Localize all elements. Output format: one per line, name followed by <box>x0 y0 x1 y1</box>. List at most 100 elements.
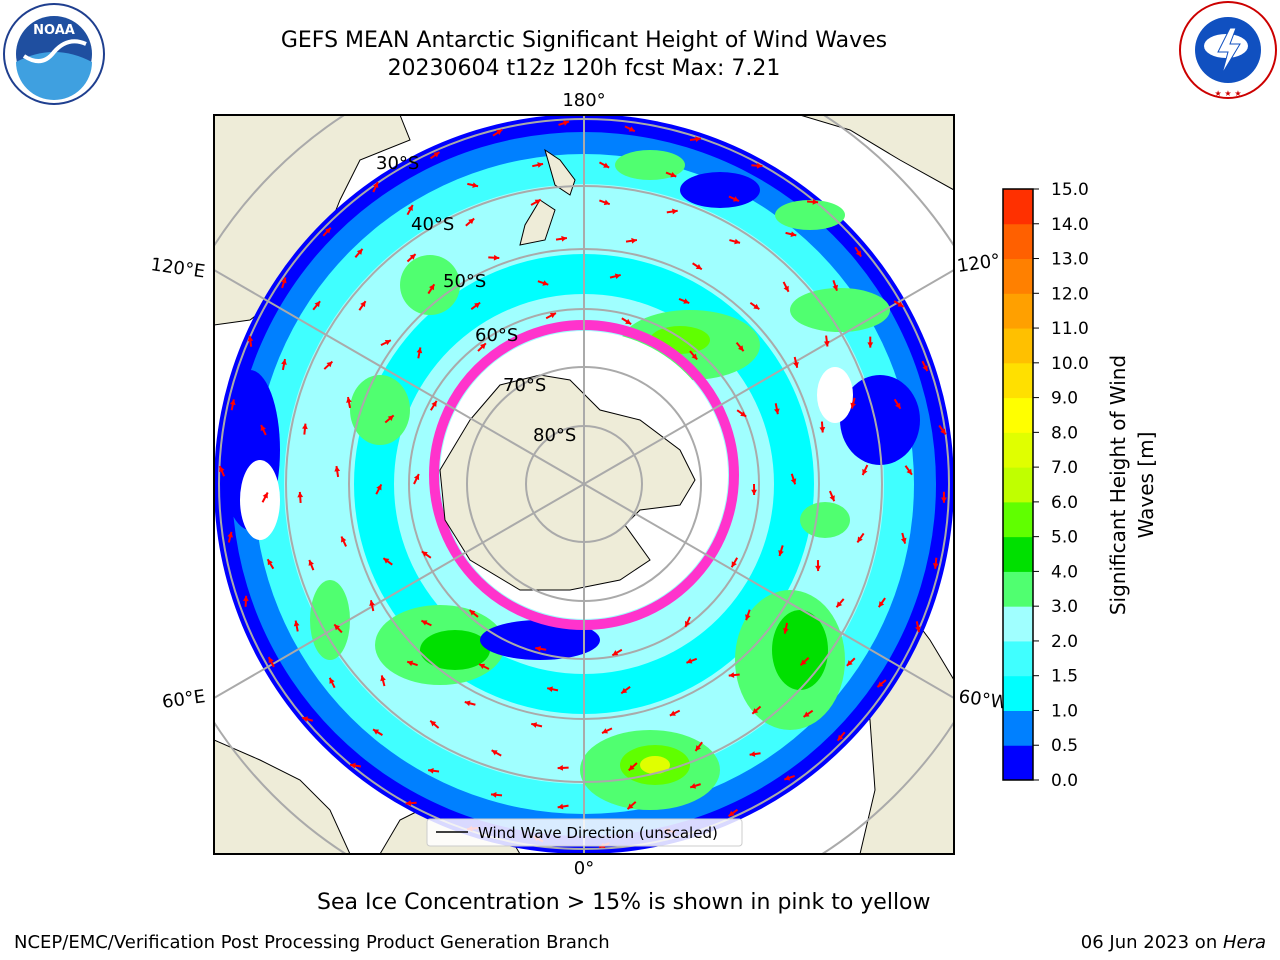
colorbar-tick-label: 1.5 <box>1051 667 1078 687</box>
lon-label-0: 0° <box>574 858 594 879</box>
wind-arrow-head <box>293 620 300 627</box>
colorbar-tick-label: 6.0 <box>1051 493 1078 513</box>
wind-arrow-head <box>815 565 821 572</box>
colorbar-segment <box>1003 536 1033 572</box>
wind-arrow-head <box>790 231 797 237</box>
wind-arrow-head <box>803 711 810 717</box>
wind-arrow-head <box>686 658 693 664</box>
wind-arrow-head <box>360 301 366 308</box>
colorbar-tick-label: 9.0 <box>1051 389 1078 409</box>
colorbar-segment <box>1003 467 1033 503</box>
wind-arrow-head <box>405 800 412 806</box>
map-title: GEFS MEAN Antarctic Significant Height o… <box>280 28 888 53</box>
wind-arrow-head <box>751 489 757 495</box>
wind-arrow-head <box>631 237 637 244</box>
wind-arrow-head <box>537 162 544 168</box>
wind-arrow-head <box>695 745 701 752</box>
wind-arrow-head <box>625 318 632 325</box>
wind-arrow-head <box>373 729 380 735</box>
wind-arrow-head <box>383 558 390 564</box>
wind-arrow-head <box>783 285 789 292</box>
wind-arrow-head <box>281 359 287 365</box>
colorbar-tick-label: 7.0 <box>1051 458 1078 478</box>
sea-ice-caption: Sea Ice Concentration > 15% is shown in … <box>317 890 931 915</box>
wind-arrow-head <box>474 302 481 309</box>
wind-arrow-head <box>628 126 635 132</box>
legend-label: Wind Wave Direction (unscaled) <box>478 824 718 842</box>
wind-arrow-head <box>756 162 763 169</box>
colorbar-segment <box>1003 745 1033 781</box>
wind-arrow-head <box>334 624 341 631</box>
wind-arrow-head <box>334 466 341 472</box>
nws-logo: ★ ★ ★ <box>1179 1 1277 99</box>
wind-arrow-head <box>900 537 907 544</box>
lon-label-60e: 60°E <box>161 686 207 713</box>
wind-arrow-head <box>491 750 498 756</box>
wind-arrow-head <box>819 427 826 433</box>
wind-arrow-head <box>407 205 413 212</box>
antarctica-landmass <box>439 374 696 591</box>
lat-label-30s: 30°S <box>376 153 419 174</box>
colorbar-segment <box>1003 571 1033 607</box>
colorbar-tick-label: 2.0 <box>1051 632 1078 652</box>
wind-arrow-head <box>602 728 608 734</box>
wind-arrow-head <box>429 284 435 291</box>
wind-arrow-head <box>684 620 691 627</box>
wind-arrow-head <box>862 469 868 476</box>
wind-arrow-head <box>531 722 538 728</box>
wind-arrow-head <box>627 803 634 810</box>
wind-arrow-head <box>493 254 500 261</box>
colorbar-segment <box>1003 640 1033 677</box>
wind-arrow-head <box>732 196 739 202</box>
wind-arrow-head <box>563 120 569 126</box>
colorbar-tick-label: 12.0 <box>1051 284 1089 304</box>
map-legend: Wind Wave Direction (unscaled) <box>426 818 743 847</box>
wind-arrow-head <box>941 497 947 503</box>
footer-left: NCEP/EMC/Verification Post Processing Pr… <box>14 932 610 953</box>
colorbar-tick-label: 0.5 <box>1051 736 1078 756</box>
footer-host: Hera <box>1222 932 1266 953</box>
colorbar-tick-label: 8.0 <box>1051 423 1078 443</box>
wind-arrow-head <box>855 250 862 257</box>
wind-arrow-head <box>829 495 835 502</box>
colorbar-segment <box>1003 501 1033 538</box>
wind-arrow-head <box>793 361 799 368</box>
wind-arrow-head <box>491 792 497 798</box>
wind-arrow-head <box>433 152 440 158</box>
wind-arrow-head <box>430 720 437 727</box>
wind-arrow-head <box>376 484 382 491</box>
wind-arrow-head <box>472 182 479 188</box>
wind-arrow-head <box>740 411 747 417</box>
wind-arrow-head <box>628 764 635 771</box>
wind-arrow-head <box>350 762 356 769</box>
wind-arrow-head <box>557 765 564 771</box>
wind-arrow-head <box>547 686 553 693</box>
wind-arrow-head <box>683 298 690 304</box>
colorbar-segment <box>1003 675 1033 711</box>
wind-arrow-head <box>784 775 791 781</box>
wind-arrow-head <box>932 563 939 569</box>
colorbar-tick-label: 3.0 <box>1051 597 1078 617</box>
wind-arrow-head <box>603 162 610 168</box>
wind-arrow-head <box>387 415 394 421</box>
wind-arrow-head <box>421 551 428 557</box>
wind-arrow-head <box>557 803 564 810</box>
wind-arrow-head <box>535 646 541 652</box>
wind-arrow-head <box>409 254 416 260</box>
colorbar-segment <box>1003 710 1033 746</box>
wind-arrow-head <box>227 531 233 538</box>
wind-arrow-head <box>774 408 780 415</box>
colorbar-title-line2: Waves [m] <box>1134 432 1158 539</box>
wind-arrow-head <box>380 675 386 682</box>
colorbar-title-line1: Significant Height of Wind <box>1106 355 1130 615</box>
colorbar-segment <box>1003 328 1033 364</box>
footer-right: 06 Jun 2023 on Hera <box>1081 932 1266 953</box>
colorbar-tick-label: 1.0 <box>1051 701 1078 721</box>
wind-arrow-head <box>800 659 807 666</box>
wind-arrow-head <box>734 238 741 245</box>
graticule <box>214 115 954 854</box>
wind-arrow-head <box>268 657 274 664</box>
wind-arrow-head <box>603 199 610 206</box>
wind-arrow-head <box>915 626 921 633</box>
colorbar-segment <box>1003 293 1033 329</box>
